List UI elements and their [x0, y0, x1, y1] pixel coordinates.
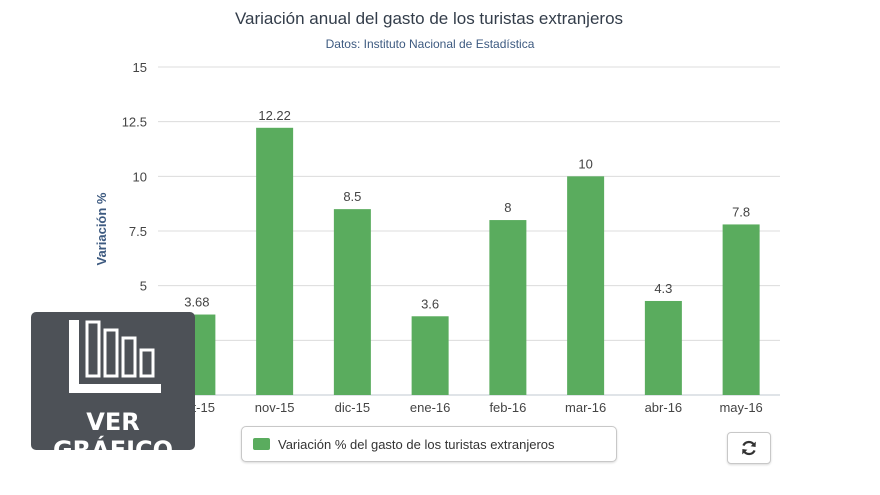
x-tick-label: dic-15 — [335, 400, 370, 415]
data-label: 8.5 — [343, 189, 361, 204]
legend-swatch — [253, 438, 270, 450]
bars — [178, 127, 760, 395]
data-label: 7.8 — [732, 204, 750, 219]
bar[interactable] — [644, 300, 682, 395]
x-tick-label: mar-16 — [565, 400, 606, 415]
x-axis-ticks: oct-15 nov-15 dic-15 ene-16 feb-16 mar-16 abr-… — [179, 400, 763, 415]
data-label: 8 — [504, 200, 511, 215]
chart-title: Variación anual del gasto de los turista… — [235, 9, 623, 28]
data-label: 3.68 — [184, 295, 209, 310]
view-chart-badge[interactable]: VER GRÁFICO — [31, 312, 195, 464]
y-tick-label: 5 — [140, 279, 147, 294]
legend-label: Variación % del gasto de los turistas ex… — [278, 436, 555, 452]
refresh-icon — [742, 440, 756, 456]
x-tick-label: ene-16 — [410, 400, 450, 415]
data-label: 3.6 — [421, 296, 439, 311]
bar[interactable] — [411, 316, 449, 395]
bar-chart-icon — [69, 320, 161, 393]
data-label: 4.3 — [654, 281, 672, 296]
bar[interactable] — [567, 176, 605, 395]
refresh-button[interactable] — [727, 432, 771, 464]
x-tick-label: feb-16 — [489, 400, 526, 415]
y-axis-label: Variación % — [94, 192, 109, 265]
legend-item[interactable]: Variación % del gasto de los turistas ex… — [241, 426, 617, 462]
view-chart-label: VER GRÁFICO — [52, 408, 174, 464]
y-tick-label: 10 — [133, 169, 147, 184]
bar[interactable] — [722, 224, 760, 395]
x-tick-label: abr-16 — [645, 400, 683, 415]
x-tick-label: may-16 — [719, 400, 762, 415]
data-label: 12.22 — [258, 108, 291, 123]
y-tick-label: 7.5 — [129, 224, 147, 239]
bar[interactable] — [333, 209, 371, 395]
bar[interactable] — [489, 220, 527, 395]
x-tick-label: nov-15 — [255, 400, 295, 415]
y-tick-label: 12.5 — [122, 115, 147, 130]
y-tick-label: 15 — [133, 60, 147, 75]
data-label: 10 — [578, 156, 592, 171]
bar[interactable] — [256, 127, 294, 395]
chart-subtitle: Datos: Instituto Nacional de Estadística — [326, 37, 535, 51]
gridlines — [158, 66, 780, 396]
